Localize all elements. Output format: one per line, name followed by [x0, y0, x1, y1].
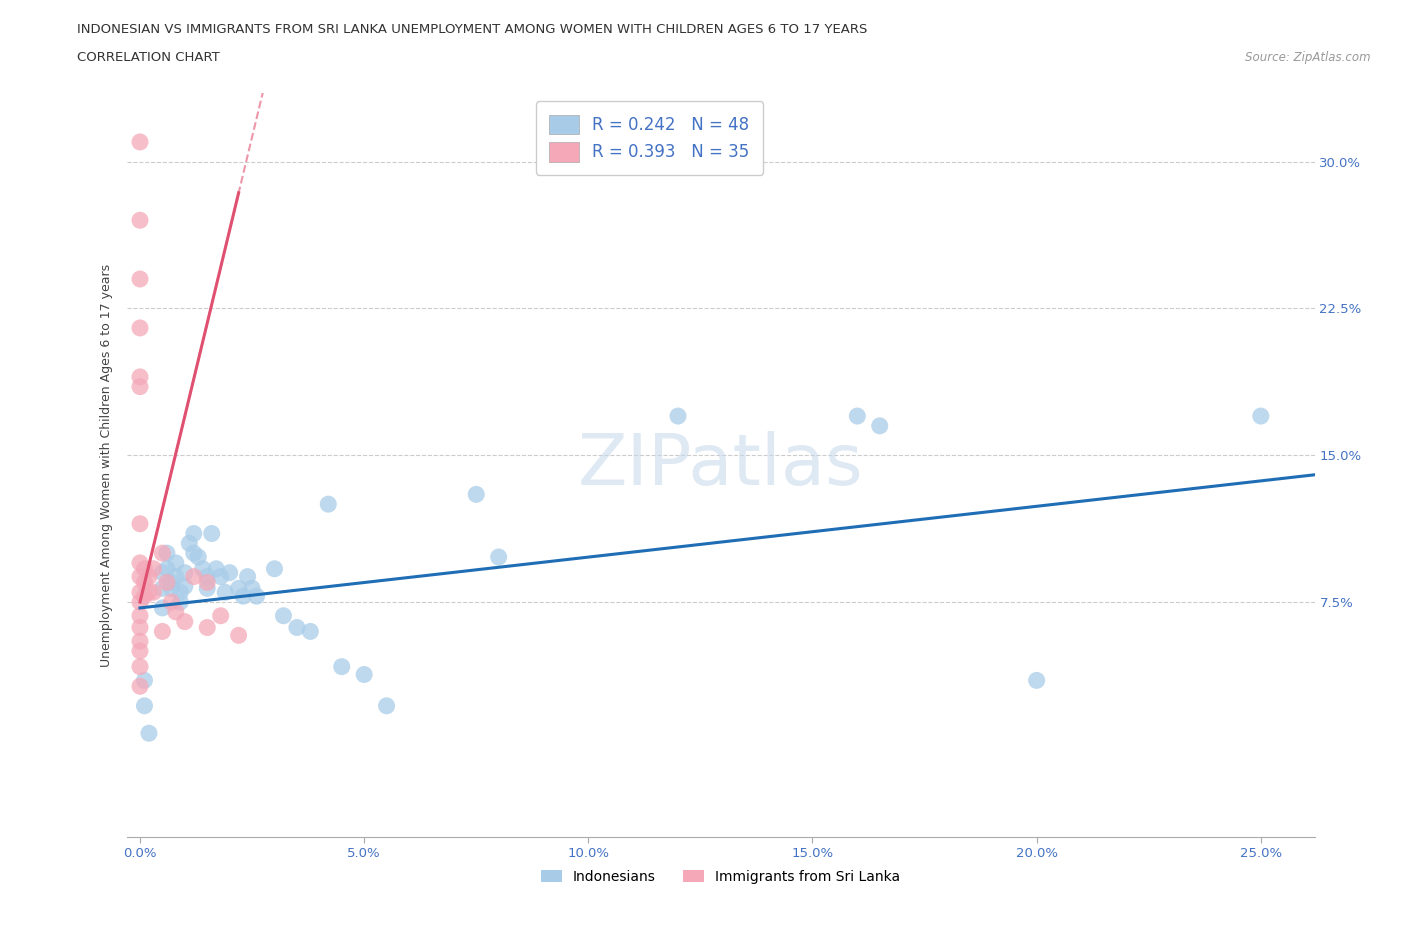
- Point: [236, 569, 259, 584]
- Point: [285, 620, 308, 635]
- Point: [228, 581, 250, 596]
- Text: Source: ZipAtlas.com: Source: ZipAtlas.com: [1246, 51, 1371, 64]
- Point: [183, 569, 205, 584]
- Point: [263, 562, 285, 577]
- Point: [316, 497, 339, 512]
- Point: [129, 679, 152, 694]
- Point: [183, 546, 205, 561]
- Y-axis label: Unemployment Among Women with Children Ages 6 to 17 years: Unemployment Among Women with Children A…: [100, 263, 114, 667]
- Point: [169, 585, 191, 600]
- Point: [869, 418, 891, 433]
- Legend: Indonesians, Immigrants from Sri Lanka: Indonesians, Immigrants from Sri Lanka: [536, 865, 905, 890]
- Point: [165, 604, 187, 619]
- Point: [152, 601, 174, 616]
- Point: [129, 135, 152, 150]
- Text: CORRELATION CHART: CORRELATION CHART: [77, 51, 221, 64]
- Point: [209, 608, 232, 623]
- Point: [129, 516, 152, 531]
- Point: [129, 633, 152, 648]
- Point: [129, 213, 152, 228]
- Point: [209, 569, 232, 584]
- Point: [129, 369, 152, 384]
- Point: [353, 667, 375, 682]
- Point: [142, 585, 165, 600]
- Point: [173, 579, 195, 594]
- Point: [138, 569, 160, 584]
- Text: ZIPatlas: ZIPatlas: [578, 431, 863, 499]
- Point: [1025, 673, 1047, 688]
- Point: [129, 321, 152, 336]
- Point: [375, 698, 398, 713]
- Point: [195, 620, 218, 635]
- Point: [169, 594, 191, 609]
- Point: [160, 581, 183, 596]
- Point: [666, 408, 689, 423]
- Point: [156, 546, 179, 561]
- Point: [129, 379, 152, 394]
- Point: [299, 624, 322, 639]
- Point: [330, 659, 353, 674]
- Point: [129, 569, 152, 584]
- Point: [129, 659, 152, 674]
- Point: [134, 698, 156, 713]
- Point: [134, 673, 156, 688]
- Point: [1250, 408, 1272, 423]
- Point: [488, 550, 510, 565]
- Point: [152, 624, 174, 639]
- Point: [179, 536, 201, 551]
- Point: [152, 546, 174, 561]
- Point: [152, 581, 174, 596]
- Point: [129, 620, 152, 635]
- Point: [846, 408, 869, 423]
- Point: [195, 581, 218, 596]
- Point: [232, 589, 254, 604]
- Point: [129, 594, 152, 609]
- Point: [214, 585, 236, 600]
- Point: [187, 550, 209, 565]
- Point: [173, 614, 195, 629]
- Point: [156, 562, 179, 577]
- Point: [201, 526, 224, 541]
- Point: [138, 725, 160, 740]
- Point: [129, 644, 152, 658]
- Point: [183, 526, 205, 541]
- Point: [245, 589, 267, 604]
- Point: [173, 565, 195, 580]
- Point: [195, 569, 218, 584]
- Point: [195, 575, 218, 590]
- Text: INDONESIAN VS IMMIGRANTS FROM SRI LANKA UNEMPLOYMENT AMONG WOMEN WITH CHILDREN A: INDONESIAN VS IMMIGRANTS FROM SRI LANKA …: [77, 23, 868, 36]
- Point: [129, 555, 152, 570]
- Point: [134, 575, 156, 590]
- Point: [191, 562, 214, 577]
- Point: [138, 585, 160, 600]
- Point: [129, 272, 152, 286]
- Point: [228, 628, 250, 643]
- Point: [142, 562, 165, 577]
- Point: [156, 575, 179, 590]
- Point: [205, 562, 228, 577]
- Point: [165, 555, 187, 570]
- Point: [129, 585, 152, 600]
- Point: [160, 594, 183, 609]
- Point: [240, 581, 263, 596]
- Point: [129, 608, 152, 623]
- Point: [152, 565, 174, 580]
- Point: [160, 575, 183, 590]
- Point: [165, 569, 187, 584]
- Point: [218, 565, 240, 580]
- Point: [273, 608, 295, 623]
- Point: [465, 487, 488, 502]
- Point: [134, 562, 156, 577]
- Point: [134, 589, 156, 604]
